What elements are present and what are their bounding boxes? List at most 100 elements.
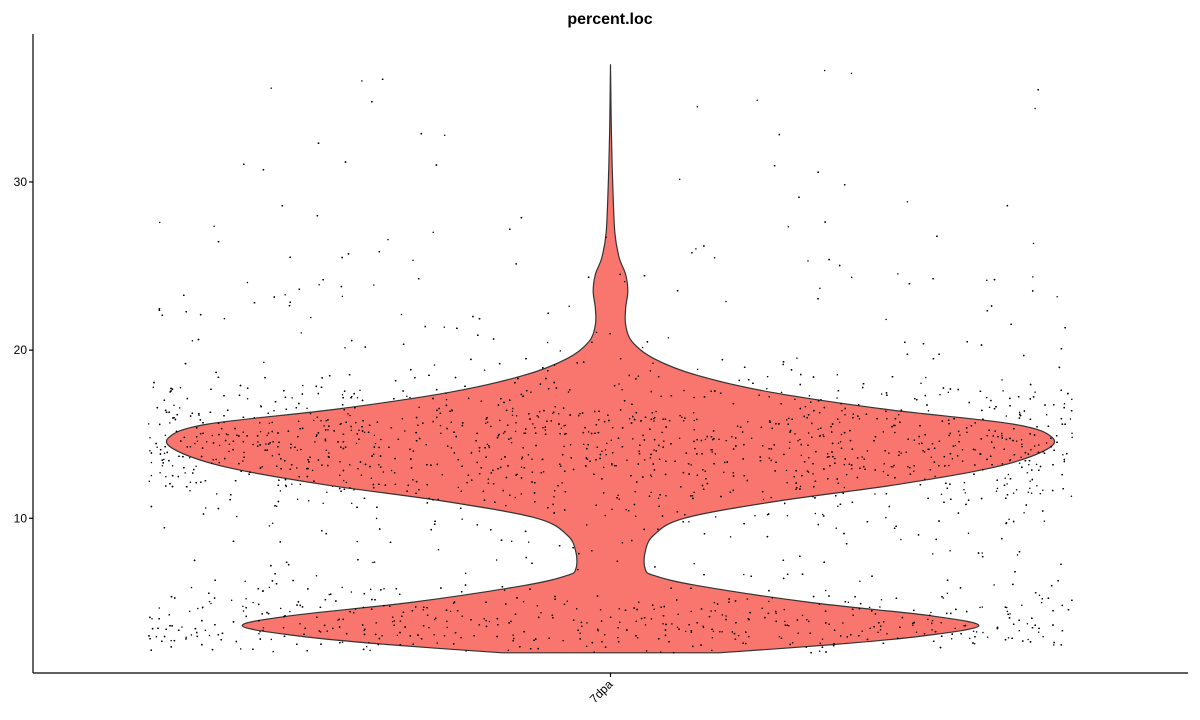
data-point <box>807 620 810 623</box>
data-point <box>1053 641 1055 644</box>
data-point <box>597 431 600 434</box>
data-point <box>183 466 185 469</box>
data-point <box>693 562 695 565</box>
data-point <box>402 343 405 345</box>
data-point <box>642 434 644 437</box>
data-point <box>859 467 861 469</box>
data-point <box>995 490 998 492</box>
data-point <box>204 507 207 509</box>
data-point <box>650 491 652 494</box>
data-point <box>327 429 329 431</box>
data-point <box>587 444 589 446</box>
data-point <box>280 468 282 470</box>
data-point <box>713 256 716 259</box>
data-point <box>432 231 434 234</box>
data-point <box>770 459 773 462</box>
data-point <box>402 390 404 392</box>
data-point <box>559 465 562 467</box>
data-point <box>979 453 981 455</box>
data-point <box>1063 403 1066 405</box>
data-point <box>1002 390 1004 392</box>
data-point <box>940 622 942 624</box>
data-point <box>185 636 187 639</box>
data-point <box>882 620 885 623</box>
data-point <box>307 458 309 461</box>
data-point <box>455 435 457 438</box>
data-point <box>290 443 292 446</box>
data-point <box>450 447 453 449</box>
data-point <box>706 482 709 485</box>
data-point <box>178 455 180 458</box>
data-point <box>353 392 355 395</box>
data-point <box>195 482 197 484</box>
data-point <box>851 468 853 470</box>
data-point <box>950 612 952 615</box>
data-point <box>1005 522 1008 524</box>
data-point <box>828 595 830 597</box>
data-point <box>711 637 714 639</box>
data-point <box>285 408 288 410</box>
data-point <box>470 479 473 481</box>
data-point <box>635 634 637 637</box>
data-point <box>169 624 171 627</box>
data-point <box>559 432 561 435</box>
data-point <box>341 586 343 589</box>
data-point <box>504 430 506 433</box>
data-point <box>453 431 455 433</box>
data-point <box>324 429 327 431</box>
data-point <box>296 449 299 451</box>
data-point <box>864 468 866 471</box>
data-point <box>963 481 966 484</box>
data-point <box>476 524 479 526</box>
data-point <box>267 412 269 415</box>
data-point <box>597 628 599 631</box>
data-point <box>426 463 428 466</box>
data-point <box>645 650 648 652</box>
jitter-points <box>147 69 1073 654</box>
data-point <box>165 475 167 478</box>
data-point <box>173 639 176 642</box>
data-point <box>329 593 332 595</box>
data-point <box>1007 613 1009 616</box>
data-point <box>684 417 686 419</box>
data-point <box>577 568 579 571</box>
data-point <box>252 601 254 604</box>
data-point <box>485 619 487 622</box>
data-point <box>539 383 542 385</box>
data-point <box>915 631 918 634</box>
data-point <box>361 430 364 432</box>
data-point <box>244 580 246 583</box>
data-point <box>523 467 526 469</box>
data-point <box>201 447 204 449</box>
data-point <box>1023 354 1025 357</box>
data-point <box>725 615 727 617</box>
data-point <box>338 626 341 628</box>
data-point <box>349 610 351 613</box>
data-point <box>257 441 259 443</box>
data-point <box>534 481 536 484</box>
data-point <box>785 469 788 472</box>
data-point <box>979 606 981 609</box>
data-point <box>843 486 846 489</box>
data-point <box>835 494 837 497</box>
data-point <box>951 458 954 460</box>
data-point <box>824 589 827 592</box>
data-point <box>522 600 525 603</box>
data-point <box>344 446 347 448</box>
data-point <box>173 417 175 419</box>
data-point <box>150 461 153 464</box>
data-point <box>643 275 646 277</box>
data-point <box>890 465 893 468</box>
data-point <box>963 488 965 491</box>
data-point <box>602 492 605 494</box>
data-point <box>509 228 511 230</box>
data-point <box>378 637 381 640</box>
data-point <box>341 295 344 298</box>
data-point <box>510 540 513 543</box>
data-point <box>198 412 200 415</box>
data-point <box>516 473 518 475</box>
data-point <box>789 643 791 646</box>
data-point <box>1021 466 1023 468</box>
data-point <box>930 611 932 614</box>
data-point <box>708 615 711 618</box>
